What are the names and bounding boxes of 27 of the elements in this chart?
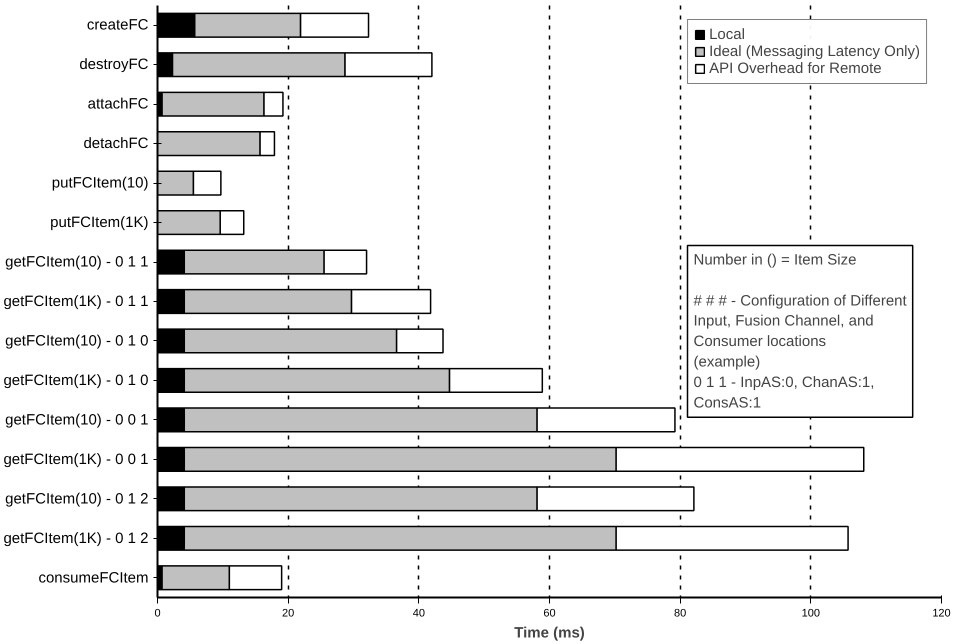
x-tick-label: 60 xyxy=(543,608,556,620)
x-axis-title: Time (ms) xyxy=(514,624,585,642)
x-tick-label: 40 xyxy=(412,608,425,620)
text: Number in () = Item Size # # # - Configuration of Different Input, Fusion Channel, and Consumer locations (example) 0 1 1 - InpAS:0, ChanAS:1, ConsAS:1 xyxy=(694,252,907,412)
x-tick-label: 0 xyxy=(154,608,161,620)
legend-label: API Overhead for Remote xyxy=(709,60,882,77)
y-tick-label: getFCItem(10) - 0 0 1 xyxy=(5,411,149,428)
y-tick-label: getFCItem(10) - 0 1 0 xyxy=(5,332,149,350)
x-tick-label: 100 xyxy=(802,608,820,620)
x-tick-label: 80 xyxy=(674,608,686,620)
y-tick-label: createFC xyxy=(86,16,149,34)
x-tick-label: 20 xyxy=(282,608,294,620)
y-tick-label: getFCItem(1K) - 0 1 2 xyxy=(3,530,149,547)
legend-label: Ideal (Messaging Latency Only) xyxy=(709,43,920,60)
y-tick-label: attachFC xyxy=(88,96,149,113)
y-tick-label: getFCItem(1K) - 0 1 1 xyxy=(3,293,149,310)
y-tick-label: putFCItem(10) xyxy=(52,174,149,192)
y-tick-label: getFCItem(1K) - 0 0 1 xyxy=(3,450,149,468)
legend-label: Local xyxy=(709,26,745,43)
x-tick-label: 120 xyxy=(932,608,951,620)
y-tick-label: getFCItem(1K) - 0 1 0 xyxy=(3,372,149,389)
y-tick-label: getFCItem(10) - 0 1 2 xyxy=(5,490,149,508)
y-tick-label: getFCItem(10) - 0 1 1 xyxy=(5,254,149,271)
y-tick-label: destroyFC xyxy=(79,56,149,74)
y-tick-label: detachFC xyxy=(83,135,149,152)
y-tick-label: putFCItem(1K) xyxy=(50,214,149,232)
y-tick-label: consumeFCItem xyxy=(38,569,149,586)
